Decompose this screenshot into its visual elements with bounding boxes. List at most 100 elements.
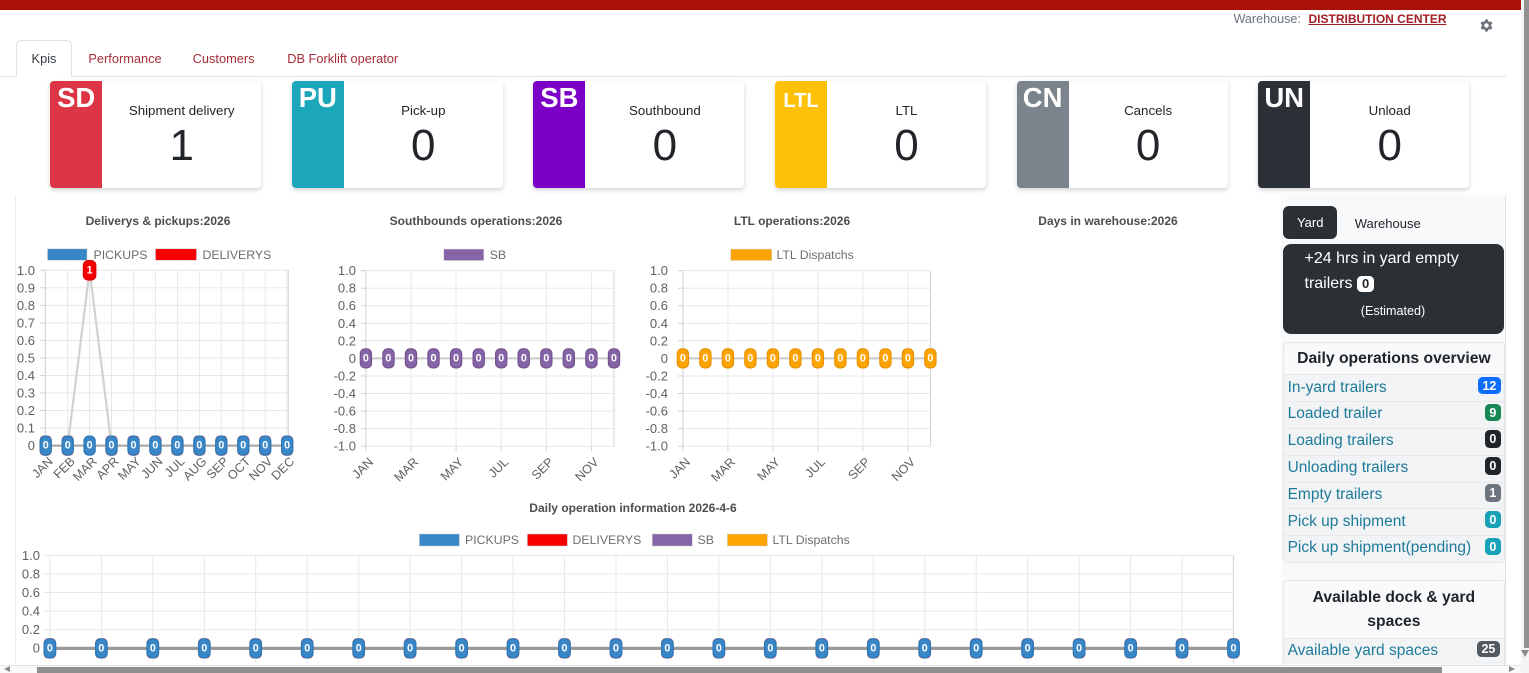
svg-text:0.8: 0.8 — [338, 281, 356, 296]
svg-text:JAN: JAN — [349, 455, 376, 482]
svg-text:MAY: MAY — [115, 454, 144, 483]
svg-text:0: 0 — [611, 352, 617, 364]
svg-text:JAN: JAN — [29, 454, 56, 481]
svg-text:0.2: 0.2 — [338, 333, 356, 348]
svg-text:-0.6: -0.6 — [646, 404, 668, 419]
svg-text:0: 0 — [407, 642, 413, 654]
svg-text:0.8: 0.8 — [650, 281, 668, 296]
svg-text:0: 0 — [510, 642, 516, 654]
svg-text:0: 0 — [459, 642, 465, 654]
svg-text:DELIVERYS: DELIVERYS — [203, 248, 272, 262]
svg-text:0: 0 — [837, 352, 843, 364]
svg-text:0: 0 — [566, 352, 572, 364]
svg-text:0: 0 — [284, 440, 290, 452]
svg-text:0.2: 0.2 — [22, 622, 40, 637]
svg-text:0: 0 — [356, 642, 362, 654]
svg-text:SB: SB — [490, 248, 506, 262]
svg-text:0: 0 — [1076, 642, 1082, 654]
svg-text:0: 0 — [922, 642, 928, 654]
svg-text:PICKUPS: PICKUPS — [94, 248, 148, 262]
svg-text:0: 0 — [201, 642, 207, 654]
svg-text:0.7: 0.7 — [17, 315, 35, 330]
svg-text:0: 0 — [1179, 642, 1185, 654]
svg-text:0.8: 0.8 — [17, 298, 35, 313]
svg-text:LTL Dispatchs: LTL Dispatchs — [777, 248, 854, 262]
svg-text:0.2: 0.2 — [650, 333, 668, 348]
svg-text:DELIVERYS: DELIVERYS — [573, 533, 642, 547]
svg-text:0: 0 — [349, 351, 356, 366]
svg-text:SEP: SEP — [845, 455, 873, 483]
svg-text:APR: APR — [94, 454, 122, 482]
svg-text:-0.4: -0.4 — [646, 386, 668, 401]
svg-text:0: 0 — [562, 642, 568, 654]
svg-text:0.6: 0.6 — [650, 298, 668, 313]
svg-text:0: 0 — [613, 642, 619, 654]
svg-text:0.5: 0.5 — [17, 351, 35, 366]
svg-text:MAR: MAR — [70, 454, 100, 484]
svg-text:0: 0 — [150, 642, 156, 654]
svg-text:0.2: 0.2 — [17, 403, 35, 418]
svg-text:0: 0 — [747, 352, 753, 364]
svg-text:0: 0 — [792, 352, 798, 364]
svg-text:0.4: 0.4 — [22, 604, 40, 619]
svg-text:PICKUPS: PICKUPS — [465, 533, 519, 547]
svg-text:0: 0 — [262, 440, 268, 452]
svg-text:0: 0 — [47, 642, 53, 654]
svg-text:0: 0 — [240, 440, 246, 452]
svg-text:0.6: 0.6 — [22, 585, 40, 600]
svg-text:1: 1 — [87, 264, 93, 276]
svg-text:MAY: MAY — [438, 454, 467, 483]
svg-text:0: 0 — [819, 642, 825, 654]
svg-text:0.6: 0.6 — [17, 333, 35, 348]
svg-text:0: 0 — [408, 352, 414, 364]
svg-text:0: 0 — [815, 352, 821, 364]
svg-text:JUL: JUL — [802, 455, 828, 481]
svg-text:0: 0 — [860, 352, 866, 364]
svg-text:0.9: 0.9 — [17, 280, 35, 295]
svg-text:0: 0 — [882, 352, 888, 364]
svg-text:-0.8: -0.8 — [334, 421, 356, 436]
svg-text:0: 0 — [28, 438, 35, 453]
svg-text:0: 0 — [1231, 642, 1237, 654]
svg-text:-0.4: -0.4 — [334, 386, 356, 401]
svg-text:0: 0 — [87, 440, 93, 452]
svg-text:0: 0 — [498, 352, 504, 364]
svg-text:-0.8: -0.8 — [646, 421, 668, 436]
svg-text:0: 0 — [363, 352, 369, 364]
svg-text:LTL operations:2026: LTL operations:2026 — [734, 214, 851, 228]
svg-text:0.4: 0.4 — [338, 316, 356, 331]
svg-text:Days in warehouse:2026: Days in warehouse:2026 — [1038, 214, 1178, 228]
svg-text:0: 0 — [431, 352, 437, 364]
svg-text:MAR: MAR — [392, 455, 422, 485]
svg-text:-0.2: -0.2 — [646, 369, 668, 384]
svg-text:0.8: 0.8 — [22, 567, 40, 582]
svg-text:SB: SB — [698, 533, 714, 547]
svg-text:-0.6: -0.6 — [334, 404, 356, 419]
svg-text:0: 0 — [476, 352, 482, 364]
svg-text:0: 0 — [109, 440, 115, 452]
svg-text:MAY: MAY — [755, 454, 784, 483]
svg-text:0: 0 — [588, 352, 594, 364]
svg-text:0: 0 — [1025, 642, 1031, 654]
svg-text:0: 0 — [973, 642, 979, 654]
svg-text:SEP: SEP — [204, 454, 232, 482]
svg-text:0: 0 — [98, 642, 104, 654]
svg-text:1.0: 1.0 — [17, 263, 35, 278]
svg-text:JUN: JUN — [138, 454, 165, 481]
svg-text:LTL Dispatchs: LTL Dispatchs — [773, 533, 850, 547]
svg-text:0: 0 — [716, 642, 722, 654]
svg-text:0: 0 — [218, 440, 224, 452]
svg-text:0.6: 0.6 — [338, 298, 356, 313]
svg-text:0: 0 — [43, 440, 49, 452]
svg-text:0.3: 0.3 — [17, 386, 35, 401]
svg-text:Daily operation information 20: Daily operation information 2026-4-6 — [529, 501, 737, 515]
svg-text:0: 0 — [543, 352, 549, 364]
svg-text:NOV: NOV — [246, 454, 276, 484]
svg-text:0: 0 — [1128, 642, 1134, 654]
svg-text:0: 0 — [702, 352, 708, 364]
svg-text:0: 0 — [521, 352, 527, 364]
svg-text:Deliverys & pickups:2026: Deliverys & pickups:2026 — [86, 214, 231, 228]
svg-text:JAN: JAN — [666, 455, 693, 482]
svg-text:0: 0 — [770, 352, 776, 364]
svg-text:DEC: DEC — [269, 454, 298, 483]
